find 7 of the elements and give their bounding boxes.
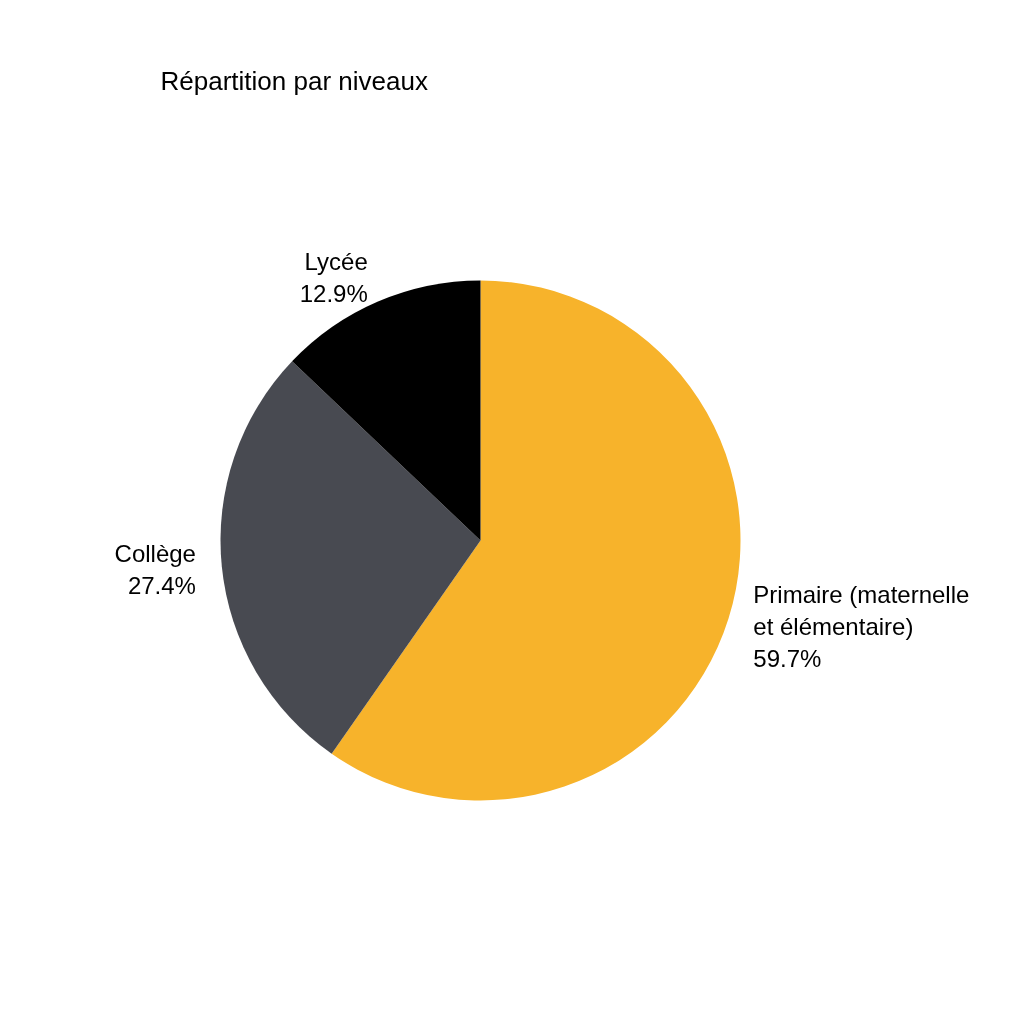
data-label: 12.9% (299, 280, 368, 308)
slice-label: Lycée (304, 248, 368, 276)
slice-label: Primaire (maternelle et élémentaire) (753, 580, 970, 640)
data-label: 59.7% (753, 644, 822, 672)
slice-label: Collège (114, 539, 196, 567)
chart-title: Répartition par niveaux (160, 65, 428, 96)
data-label: 27.4% (127, 571, 196, 599)
